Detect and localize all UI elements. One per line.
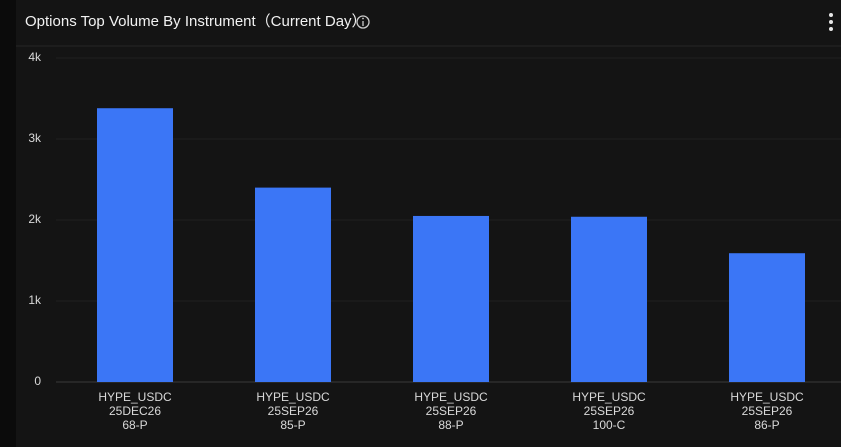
chart-title: Options Top Volume By Instrument（Current… [25, 13, 367, 30]
info-icon[interactable] [356, 15, 370, 29]
x-tick-label: 68-P [122, 418, 147, 432]
x-tick-label: 25SEP26 [584, 404, 635, 418]
bar [255, 187, 331, 382]
x-tick-label: HYPE_USDC [98, 390, 172, 404]
bar [413, 215, 489, 382]
y-tick-label: 2k [28, 212, 42, 226]
bar [729, 253, 805, 382]
x-tick-label: HYPE_USDC [730, 390, 804, 404]
x-tick-label: HYPE_USDC [414, 390, 488, 404]
y-tick-label: 0 [34, 374, 41, 388]
x-tick-label: HYPE_USDC [256, 390, 330, 404]
x-tick-label: 85-P [280, 418, 305, 432]
menu-button[interactable] [829, 13, 833, 31]
x-tick-label: 88-P [438, 418, 463, 432]
x-tick-label: 25DEC26 [109, 404, 161, 418]
bar [97, 108, 173, 382]
bar [571, 216, 647, 382]
x-tick-label: HYPE_USDC [572, 390, 646, 404]
x-tick-label: 25SEP26 [742, 404, 793, 418]
x-tick-label: 100-C [593, 418, 626, 432]
x-tick-label: 25SEP26 [426, 404, 477, 418]
y-tick-label: 3k [28, 131, 42, 145]
x-tick-label: 86-P [754, 418, 779, 432]
y-tick-label: 4k [28, 50, 42, 64]
y-tick-label: 1k [28, 293, 42, 307]
x-tick-label: 25SEP26 [268, 404, 319, 418]
